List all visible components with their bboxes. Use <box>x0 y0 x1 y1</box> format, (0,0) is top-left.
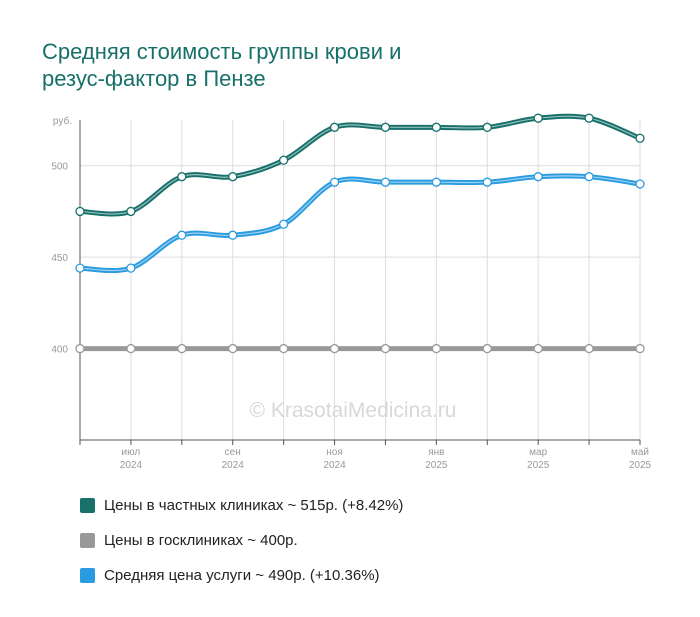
data-point-private <box>584 113 594 123</box>
x-tick-label-year: 2025 <box>629 460 652 471</box>
data-point-public <box>126 343 136 354</box>
data-point-average <box>126 263 136 273</box>
legend-swatch-private <box>80 498 95 513</box>
legend-label-average: Средняя цена услуги ~ 490р. (+10.36%) <box>104 567 380 584</box>
data-point-average <box>329 177 340 187</box>
watermark: © KrasotaiMedicina.ru <box>250 399 457 422</box>
legend: Цены в частных клиниках ~ 515р. (+8.42%)… <box>80 488 403 593</box>
data-point-average <box>228 230 238 240</box>
data-point-average <box>177 230 187 240</box>
legend-swatch-average <box>80 568 95 583</box>
y-unit-label: руб. <box>53 115 72 127</box>
data-point-public <box>482 343 492 354</box>
x-tick-label-year: 2024 <box>222 460 245 471</box>
data-point-public <box>278 343 289 354</box>
data-point-public <box>75 343 85 354</box>
chart-title-line1: Средняя стоимость группы крови и <box>42 39 402 64</box>
data-point-private <box>482 122 492 132</box>
x-tick-label-month: янв <box>428 447 444 458</box>
data-point-average <box>635 179 645 189</box>
data-point-average <box>278 219 289 229</box>
data-point-public <box>228 343 238 354</box>
data-point-private <box>635 133 645 143</box>
legend-item-average[interactable]: Средняя цена услуги ~ 490р. (+10.36%) <box>80 558 403 593</box>
data-point-private <box>177 172 187 182</box>
x-tick-label-month: май <box>631 447 649 458</box>
data-point-private <box>228 172 238 182</box>
x-tick-label-month: ноя <box>326 447 343 458</box>
x-tick-label-month: сен <box>225 447 241 458</box>
series-line-private <box>77 113 643 217</box>
data-point-public <box>635 343 645 354</box>
data-point-private <box>431 122 442 132</box>
data-point-public <box>431 343 442 354</box>
series-line-highlight-private <box>79 115 641 215</box>
data-point-public <box>584 343 594 354</box>
legend-label-private: Цены в частных клиниках ~ 515р. (+8.42%) <box>104 497 404 514</box>
data-point-private <box>329 122 340 132</box>
x-tick-label-month: июл <box>122 447 141 458</box>
data-point-public <box>533 343 543 354</box>
x-tick-label-year: 2025 <box>527 460 550 471</box>
data-point-private <box>278 155 289 165</box>
y-tick-label: 500 <box>51 162 68 173</box>
chart-title-line2: резус-фактор в Пензе <box>42 66 266 91</box>
legend-item-public[interactable]: Цены в госклиниках ~ 400р. <box>80 523 403 558</box>
data-point-private <box>380 122 391 132</box>
x-tick-label-year: 2025 <box>425 460 448 471</box>
data-point-private <box>533 113 543 123</box>
y-tick-label: 400 <box>51 345 68 356</box>
legend-swatch-public <box>80 533 95 548</box>
x-tick-label-month: мар <box>529 447 547 458</box>
data-point-public <box>177 343 187 354</box>
line-chart: © KrasotaiMedicina.ru 400 450 500 руб. июл 20… <box>51 113 652 471</box>
data-point-average <box>75 263 85 273</box>
chart-title: Средняя стоимость группы крови и резус-ф… <box>42 38 642 92</box>
x-tick-label-year: 2024 <box>120 460 143 471</box>
legend-label-public: Цены в госклиниках ~ 400р. <box>104 532 298 549</box>
x-tick-label-year: 2024 <box>323 460 346 471</box>
data-point-average <box>380 177 391 187</box>
legend-item-private[interactable]: Цены в частных клиниках ~ 515р. (+8.42%) <box>80 488 403 523</box>
data-point-private <box>75 206 85 217</box>
data-point-average <box>533 172 543 182</box>
data-point-average <box>584 172 594 182</box>
data-point-average <box>431 177 442 187</box>
y-tick-label: 450 <box>51 253 68 264</box>
data-point-average <box>482 177 492 187</box>
data-point-public <box>380 343 391 354</box>
data-point-private <box>126 206 136 217</box>
data-point-public <box>329 343 340 354</box>
